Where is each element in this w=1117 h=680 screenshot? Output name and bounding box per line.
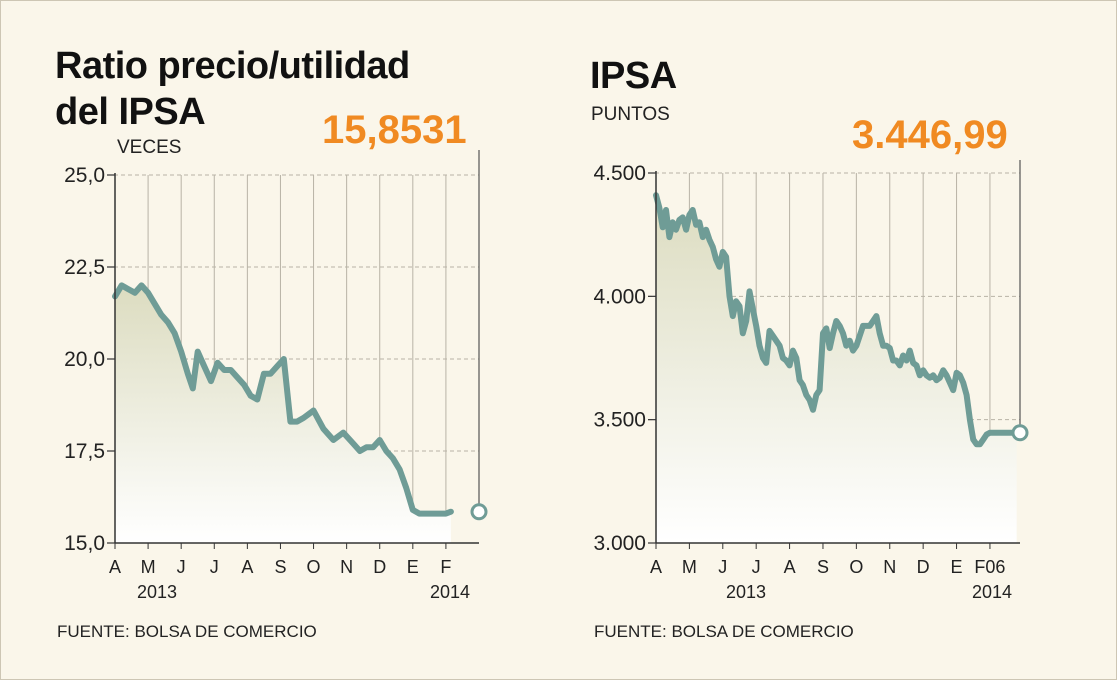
x-tick-label: A bbox=[109, 557, 121, 577]
series-area bbox=[656, 195, 1017, 543]
y-tick-label: 20,0 bbox=[64, 348, 105, 371]
x-tick-label: J bbox=[752, 557, 761, 577]
chart-title: IPSA bbox=[590, 55, 677, 97]
source-note: FUENTE: BOLSA DE COMERCIO bbox=[594, 622, 854, 641]
x-tick-label: E bbox=[951, 557, 963, 577]
x-tick-label: D bbox=[373, 557, 386, 577]
ipsa-panel: IPSA PUNTOS 3.446,99 A M J J A S O N D E F06 3.000 3… bbox=[560, 0, 1117, 680]
x-tick-label: O bbox=[849, 557, 863, 577]
x-tick-label: E bbox=[407, 557, 419, 577]
year-start-label: 2013 bbox=[726, 582, 767, 602]
x-tick-label: M bbox=[682, 557, 697, 577]
y-tick-label: 15,0 bbox=[64, 532, 105, 555]
current-value: 3.446,99 bbox=[852, 113, 1008, 157]
x-tick-label: F06 bbox=[974, 557, 1005, 577]
series-line bbox=[112, 282, 454, 517]
x-tick-label: F bbox=[440, 557, 451, 577]
x-tick-label: J bbox=[177, 557, 186, 577]
y-tick-label: 3.500 bbox=[593, 409, 646, 432]
x-tick-label: S bbox=[274, 557, 286, 577]
end-point-marker bbox=[470, 503, 488, 521]
y-tick-label: 17,5 bbox=[64, 440, 105, 463]
chart-title-line1: Ratio precio/utilidad bbox=[55, 45, 410, 87]
x-tick-label: D bbox=[917, 557, 930, 577]
x-tick-label: N bbox=[883, 557, 896, 577]
x-tick-label: A bbox=[241, 557, 253, 577]
current-value: 15,8531 bbox=[322, 108, 467, 152]
chart-title-line2: del IPSA bbox=[55, 91, 206, 133]
x-tick-label: M bbox=[141, 557, 156, 577]
x-tick-label: S bbox=[817, 557, 829, 577]
x-tick-label: A bbox=[650, 557, 662, 577]
year-end-label: 2014 bbox=[430, 582, 471, 602]
x-tick-label: N bbox=[340, 557, 353, 577]
x-tick-label: J bbox=[210, 557, 219, 577]
pe-ratio-panel: Ratio precio/utilidad del IPSA VECES 15,… bbox=[55, 45, 488, 641]
series-area bbox=[115, 285, 451, 543]
x-tick-label: O bbox=[307, 557, 321, 577]
y-tick-label: 3.000 bbox=[593, 532, 646, 555]
unit-label: PUNTOS bbox=[591, 104, 670, 125]
x-tick-label: J bbox=[718, 557, 727, 577]
y-tick-label: 4.000 bbox=[593, 285, 646, 308]
series-line bbox=[653, 192, 1020, 448]
y-tick-label: 4.500 bbox=[593, 162, 646, 185]
unit-label: VECES bbox=[117, 137, 182, 158]
pe-ratio-chart: A M J J A S O N D E F15,017,520,022,525,0 bbox=[64, 150, 488, 577]
source-note: FUENTE: BOLSA DE COMERCIO bbox=[57, 622, 317, 641]
y-tick-label: 22,5 bbox=[64, 256, 105, 279]
end-point-marker bbox=[1011, 424, 1029, 442]
y-tick-label: 25,0 bbox=[64, 164, 105, 187]
x-tick-label: A bbox=[784, 557, 796, 577]
year-end-label: 2014 bbox=[972, 582, 1013, 602]
year-start-label: 2013 bbox=[137, 582, 178, 602]
